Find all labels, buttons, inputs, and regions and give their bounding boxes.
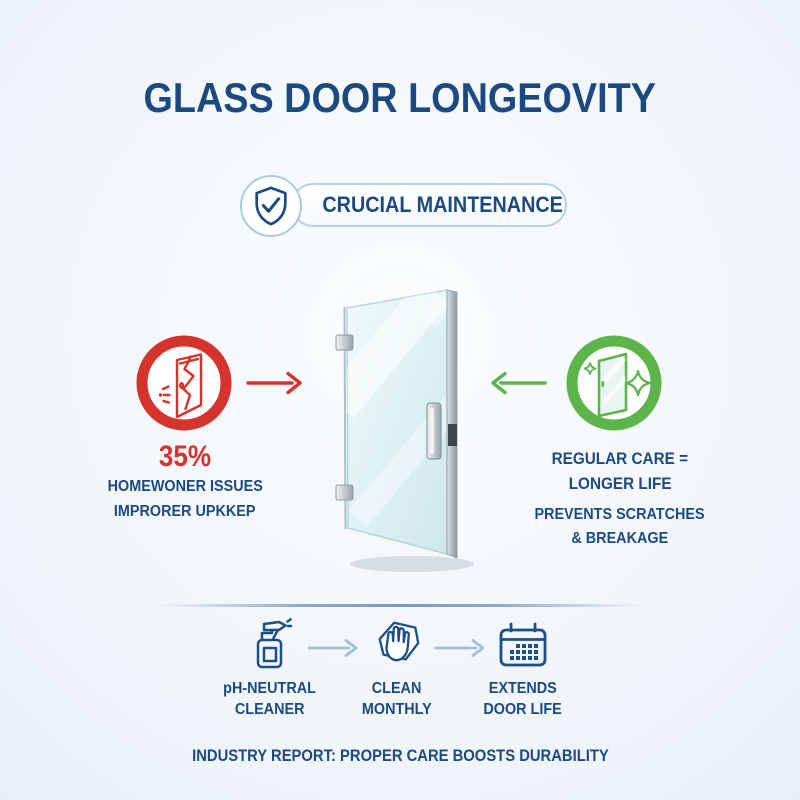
green-arrow-left-icon <box>489 370 547 396</box>
step-clean-monthly: CLEAN MONTHLY <box>317 616 477 720</box>
broken-door-icon <box>136 335 232 431</box>
badge-label: CRUCIAL MAINTENANCE <box>322 192 564 217</box>
benefit-sub-2: & BREAKAGE <box>571 530 669 547</box>
door-hinges <box>335 334 354 501</box>
benefit-sub-1: PREVENTS SCRATCHES <box>534 506 706 523</box>
maintenance-badge: CRUCIAL MAINTENANCE <box>291 183 567 227</box>
section-divider <box>155 604 645 607</box>
step-arrow-icon <box>434 638 486 658</box>
stat-value: 35% <box>158 440 212 473</box>
step-cleaner-line-2: CLEANER <box>235 701 305 718</box>
glass-door-illustration <box>300 276 500 576</box>
spray-bottle-icon <box>190 616 350 670</box>
benefit-text-block: REGULAR CARE = LONGER LIFE PREVENTS SCRA… <box>490 446 750 551</box>
problem-stat-block: 35% HOMEWONER ISSUES IMPRORER UPKKEP <box>55 440 315 524</box>
benefit-heading-1: REGULAR CARE = <box>551 449 689 468</box>
clean-door-icon <box>566 335 662 431</box>
step-cleaner: pH-NEUTRAL CLEANER <box>190 616 350 720</box>
step-cleaner-line-1: pH-NEUTRAL <box>223 680 317 697</box>
problem-line-1: HOMEWONER ISSUES <box>107 478 263 495</box>
door-handle <box>426 402 457 460</box>
step-arrow-icon <box>307 638 359 658</box>
problem-line-2: IMPRORER UPKKEP <box>114 503 256 520</box>
step-clean-line-2: MONTHLY <box>362 701 432 718</box>
step-doorlife-line-1: EXTENDS <box>488 680 558 697</box>
step-door-life: EXTENDS DOOR LIFE <box>443 616 603 720</box>
benefit-heading-2: LONGER LIFE <box>568 474 672 493</box>
red-arrow-right-icon <box>246 370 304 396</box>
wiping-hand-icon <box>317 616 477 670</box>
calendar-icon <box>443 616 603 670</box>
page-title: GLASS DOOR LONGEOVITY <box>143 74 657 121</box>
step-clean-line-1: CLEAN <box>372 680 422 697</box>
step-doorlife-line-2: DOOR LIFE <box>483 701 563 718</box>
shield-check-icon <box>240 175 302 237</box>
footer-note: INDUSTRY REPORT: PROPER CARE BOOSTS DURA… <box>191 746 609 765</box>
